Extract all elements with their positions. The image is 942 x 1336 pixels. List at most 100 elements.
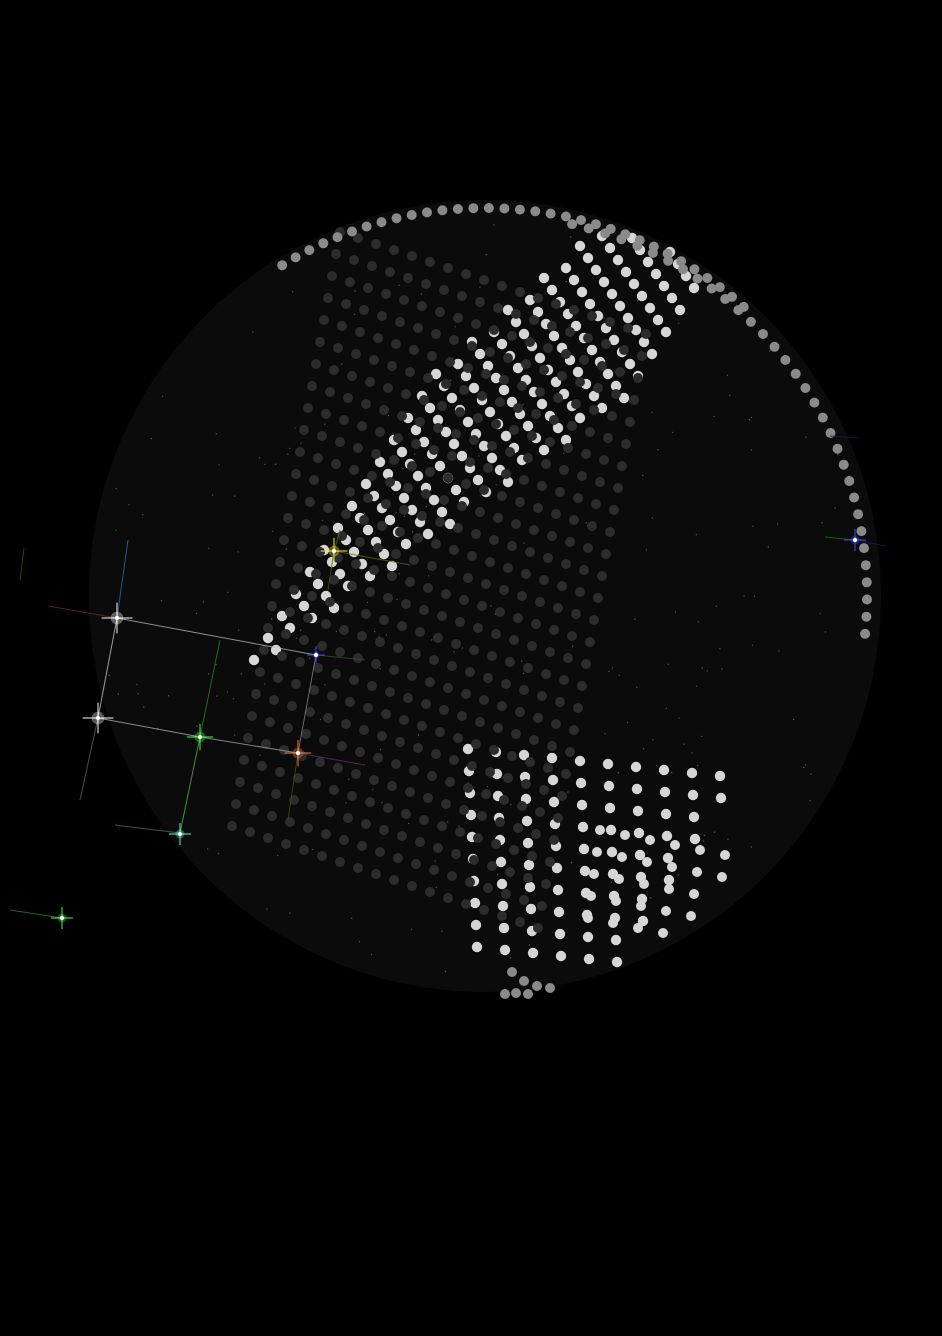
land-dot	[447, 871, 457, 881]
land-dot	[321, 619, 331, 629]
land-dot	[482, 360, 494, 372]
speck	[657, 449, 659, 451]
land-dot	[447, 661, 457, 671]
land-dot	[291, 469, 301, 479]
land-dot	[517, 381, 527, 391]
speck	[821, 522, 823, 524]
land-dot	[463, 783, 473, 793]
land-dot	[327, 691, 337, 701]
land-dot	[549, 835, 559, 845]
speck	[617, 772, 620, 774]
land-dot	[517, 591, 527, 601]
marker-teal-1[interactable]	[169, 823, 191, 845]
marker-white-2[interactable]	[82, 702, 114, 734]
land-dot	[622, 312, 634, 324]
land-dot	[327, 481, 337, 491]
marker-blue-1[interactable]	[844, 529, 866, 551]
land-dot	[471, 319, 481, 329]
land-dot	[539, 365, 549, 375]
land-dot	[553, 603, 563, 613]
land-dot	[692, 273, 703, 284]
land-dot	[487, 441, 497, 451]
speck	[162, 395, 164, 397]
land-dot	[329, 365, 339, 375]
land-dot	[453, 523, 463, 533]
land-dot	[285, 817, 295, 827]
land-dot	[325, 387, 335, 397]
land-dot	[659, 786, 671, 798]
land-dot	[467, 761, 477, 771]
land-dot	[445, 357, 455, 367]
marker-green-2[interactable]	[51, 907, 73, 929]
speck	[652, 739, 654, 741]
land-dot	[522, 420, 534, 432]
land-dot	[347, 581, 357, 591]
marker-yellow-1[interactable]	[320, 537, 348, 565]
land-dot	[385, 687, 395, 697]
land-dot	[413, 743, 423, 753]
land-dot	[527, 851, 537, 861]
land-dot	[579, 565, 589, 575]
speck	[726, 374, 729, 376]
land-dot	[277, 651, 287, 661]
star-markers[interactable]	[51, 529, 866, 929]
land-dot	[531, 409, 541, 419]
speck	[665, 707, 667, 709]
land-dot	[790, 368, 801, 379]
land-dot	[714, 282, 725, 293]
land-dot	[695, 845, 705, 855]
land-dot	[630, 324, 642, 336]
marker-orange-1[interactable]	[284, 739, 312, 767]
land-dot	[527, 431, 537, 441]
land-dot	[577, 681, 587, 691]
land-dot	[509, 425, 519, 435]
land-dot	[529, 735, 539, 745]
land-dot	[475, 297, 485, 307]
land-dot	[568, 274, 580, 286]
land-dot	[517, 801, 527, 811]
marker-white-1[interactable]	[101, 602, 133, 634]
land-dot	[465, 877, 475, 887]
land-dot	[670, 840, 680, 850]
marker-green-1[interactable]	[186, 723, 214, 751]
land-dot	[666, 292, 678, 304]
speck	[750, 449, 753, 451]
land-dot	[355, 747, 365, 757]
speck	[713, 415, 715, 418]
land-dot	[612, 254, 624, 266]
land-dot	[273, 673, 283, 683]
land-dot	[443, 263, 453, 273]
land-dot	[443, 473, 453, 483]
land-dot	[646, 348, 658, 360]
speck	[274, 463, 277, 465]
speck	[642, 748, 645, 750]
land-dot	[427, 771, 437, 781]
land-dot	[235, 777, 245, 787]
land-dot	[637, 351, 647, 361]
speck	[444, 970, 447, 973]
land-dot	[589, 405, 599, 415]
marker-blue-2[interactable]	[307, 646, 325, 664]
land-dot	[440, 426, 452, 438]
land-dot	[543, 763, 553, 773]
land-dot	[595, 825, 605, 835]
globe-sphere[interactable]	[89, 200, 881, 992]
land-dot	[325, 597, 335, 607]
speck	[285, 548, 288, 550]
speck	[493, 224, 495, 226]
land-dot	[575, 587, 585, 597]
speck	[715, 605, 717, 607]
land-dot	[521, 815, 533, 827]
land-dot	[437, 205, 448, 216]
land-dot	[383, 383, 393, 393]
land-dot	[860, 628, 871, 639]
land-dot	[605, 527, 615, 537]
land-dot	[362, 524, 374, 536]
land-dot	[333, 553, 343, 563]
land-dot	[624, 358, 636, 370]
land-dot	[561, 769, 571, 779]
land-dot	[507, 751, 517, 761]
land-dot	[545, 208, 556, 219]
speck	[697, 621, 699, 623]
